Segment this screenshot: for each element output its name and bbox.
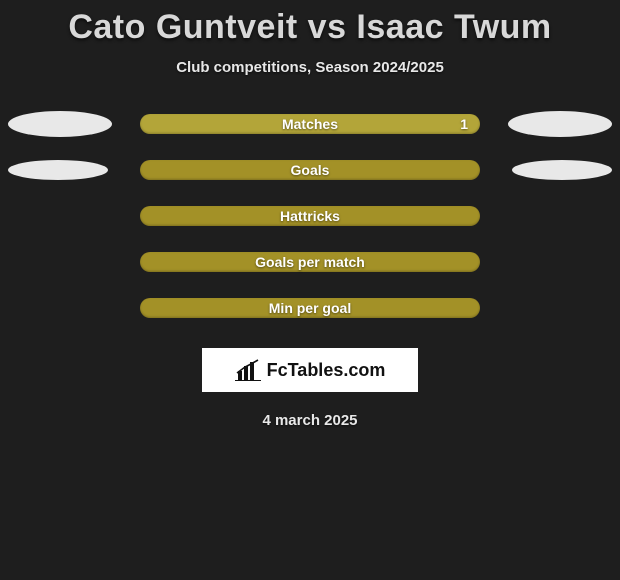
page-subtitle: Club competitions, Season 2024/2025	[0, 59, 620, 76]
stat-label: Min per goal	[269, 300, 351, 316]
stat-rows: Matches 1 Goals Hattricks Goals per matc…	[0, 114, 620, 318]
stat-row-goals: Goals	[0, 160, 620, 180]
logo: FcTables.com	[202, 348, 418, 392]
left-marker	[8, 111, 112, 137]
stat-bar: Hattricks	[140, 206, 480, 226]
stat-value: 1	[460, 116, 468, 132]
right-marker	[508, 111, 612, 137]
right-marker	[512, 160, 612, 180]
stat-row-min-per-goal: Min per goal	[0, 298, 620, 318]
stat-bar: Min per goal	[140, 298, 480, 318]
stat-label: Hattricks	[280, 208, 340, 224]
stat-bar: Goals per match	[140, 252, 480, 272]
stat-row-goals-per-match: Goals per match	[0, 252, 620, 272]
date-label: 4 march 2025	[0, 412, 620, 429]
stat-label: Matches	[282, 116, 338, 132]
stat-label: Goals per match	[255, 254, 365, 270]
logo-chart-icon	[235, 359, 261, 381]
stat-label: Goals	[291, 162, 330, 178]
page-title: Cato Guntveit vs Isaac Twum	[0, 0, 620, 47]
stat-bar: Goals	[140, 160, 480, 180]
stat-bar: Matches 1	[140, 114, 480, 134]
left-marker	[8, 160, 108, 180]
stat-row-matches: Matches 1	[0, 114, 620, 134]
stat-row-hattricks: Hattricks	[0, 206, 620, 226]
logo-text: FcTables.com	[267, 360, 386, 381]
